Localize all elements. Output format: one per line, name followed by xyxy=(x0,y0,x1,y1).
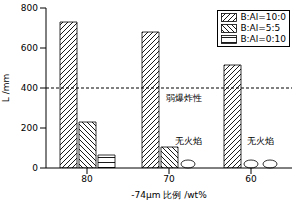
svg-text:800: 800 xyxy=(21,3,38,13)
svg-text:80: 80 xyxy=(81,174,93,184)
svg-text:弱爆炸性: 弱爆炸性 xyxy=(166,93,202,103)
svg-text:70: 70 xyxy=(163,174,175,184)
svg-text:60: 60 xyxy=(245,174,257,184)
svg-text:600: 600 xyxy=(21,43,38,53)
svg-text:无火焰: 无火焰 xyxy=(247,136,274,146)
svg-text:200: 200 xyxy=(21,123,38,133)
svg-text:L /mm: L /mm xyxy=(8,74,11,102)
svg-text:无火焰: 无火焰 xyxy=(175,136,202,146)
html-text:B:Al=0:10: B:Al=0:10 xyxy=(240,34,286,44)
svg-text:0: 0 xyxy=(32,163,38,173)
html-text:B:Al=10:0: B:Al=10:0 xyxy=(240,12,286,22)
svg-text:-74μm 比例 /wt%: -74μm 比例 /wt% xyxy=(131,190,207,200)
svg-text:400: 400 xyxy=(21,83,38,93)
html-text:B:Al=5:5: B:Al=5:5 xyxy=(240,23,281,33)
